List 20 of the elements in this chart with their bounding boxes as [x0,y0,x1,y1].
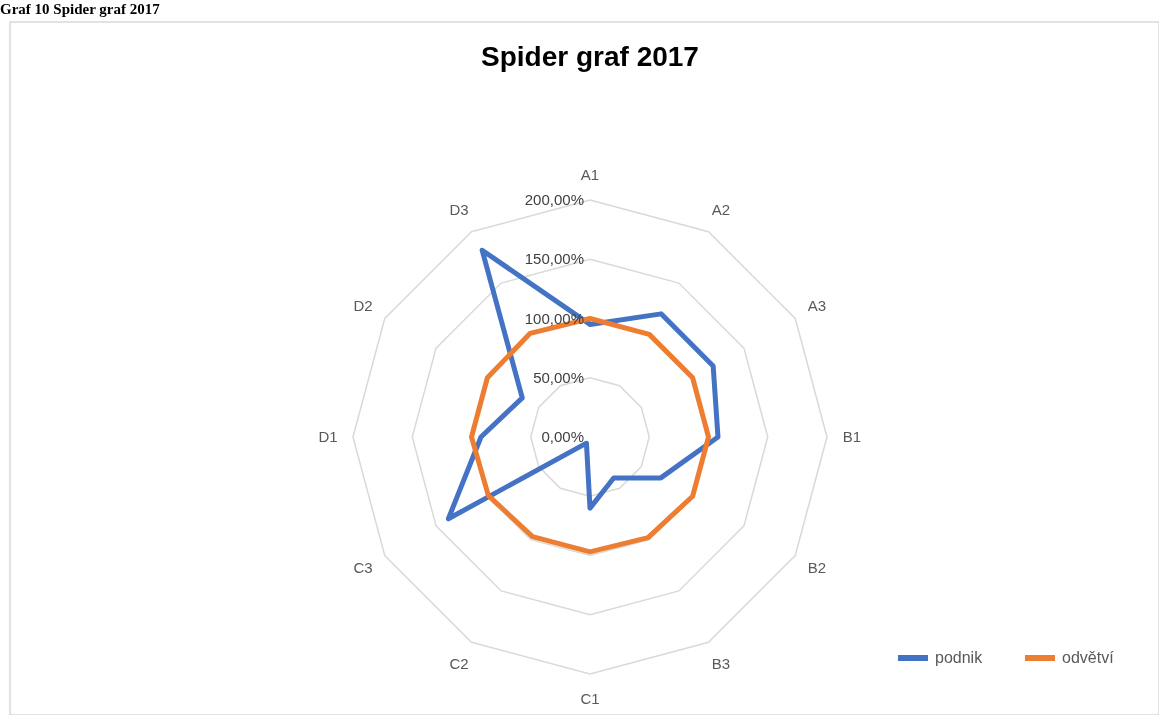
spoke-label: D1 [318,428,338,445]
legend-label: podnik [935,649,984,666]
spoke-label: A2 [711,201,731,219]
spoke-label: C1 [580,690,600,707]
text: Graf 10 Spider graf 2017 [0,1,161,17]
legend-label: odvětví [1062,649,1115,666]
spoke-label: B3 [711,654,731,672]
y-tick-label: 200,00% [524,191,584,208]
spoke-label: D2 [353,297,373,314]
y-tick-label: 50,00% [533,368,584,386]
spoke-label: C2 [449,654,469,672]
spoke-label: B2 [807,559,827,576]
y-tick-label: 0,00% [541,428,584,445]
chart-title: Spider graf 2017 [481,41,699,72]
y-tick-label: 150,00% [524,250,584,268]
spoke-label: A1 [580,166,600,183]
spoke-label: D3 [449,201,469,219]
spoke-label: C3 [353,559,373,576]
spoke-label: A3 [807,297,827,314]
spoke-label: B1 [842,428,862,445]
